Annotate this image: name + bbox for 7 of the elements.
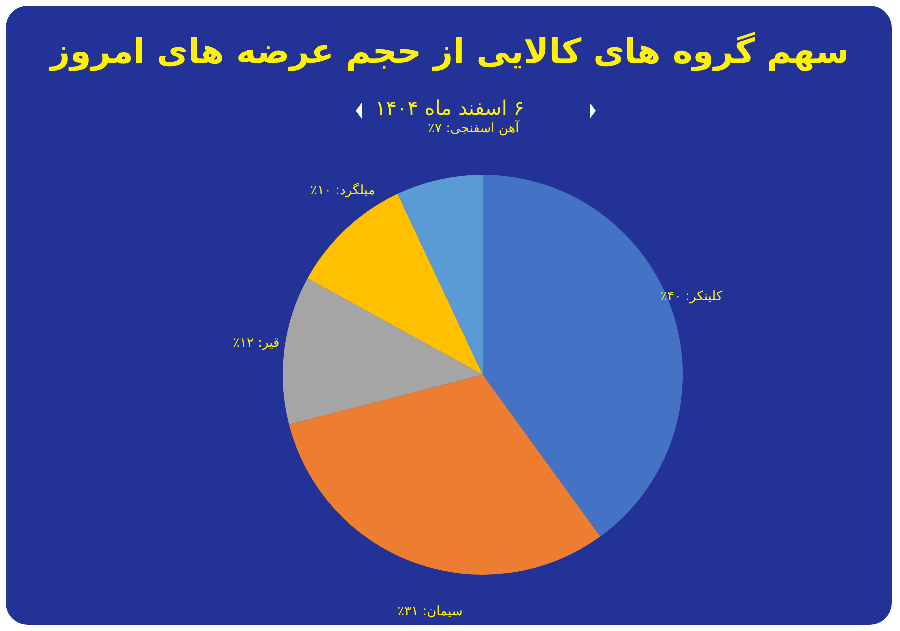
slice-label: کلینکر: ۴۰٪ (660, 290, 724, 305)
slice-label: میلگرد: ۱۰٪ (310, 182, 376, 199)
slice-label: قیر: ۱۲٪ (232, 336, 280, 351)
slice-label: آهن اسفنجی: ۷٪ (428, 119, 521, 136)
chart-subtitle: ۶ اسفند ماه ۱۴۰۴ (374, 96, 526, 120)
slice-label: سیمان: ۳۱٪ (398, 604, 463, 620)
chart-title: سهم گروه های کالایی از حجم عرضه های امروز (48, 32, 850, 72)
